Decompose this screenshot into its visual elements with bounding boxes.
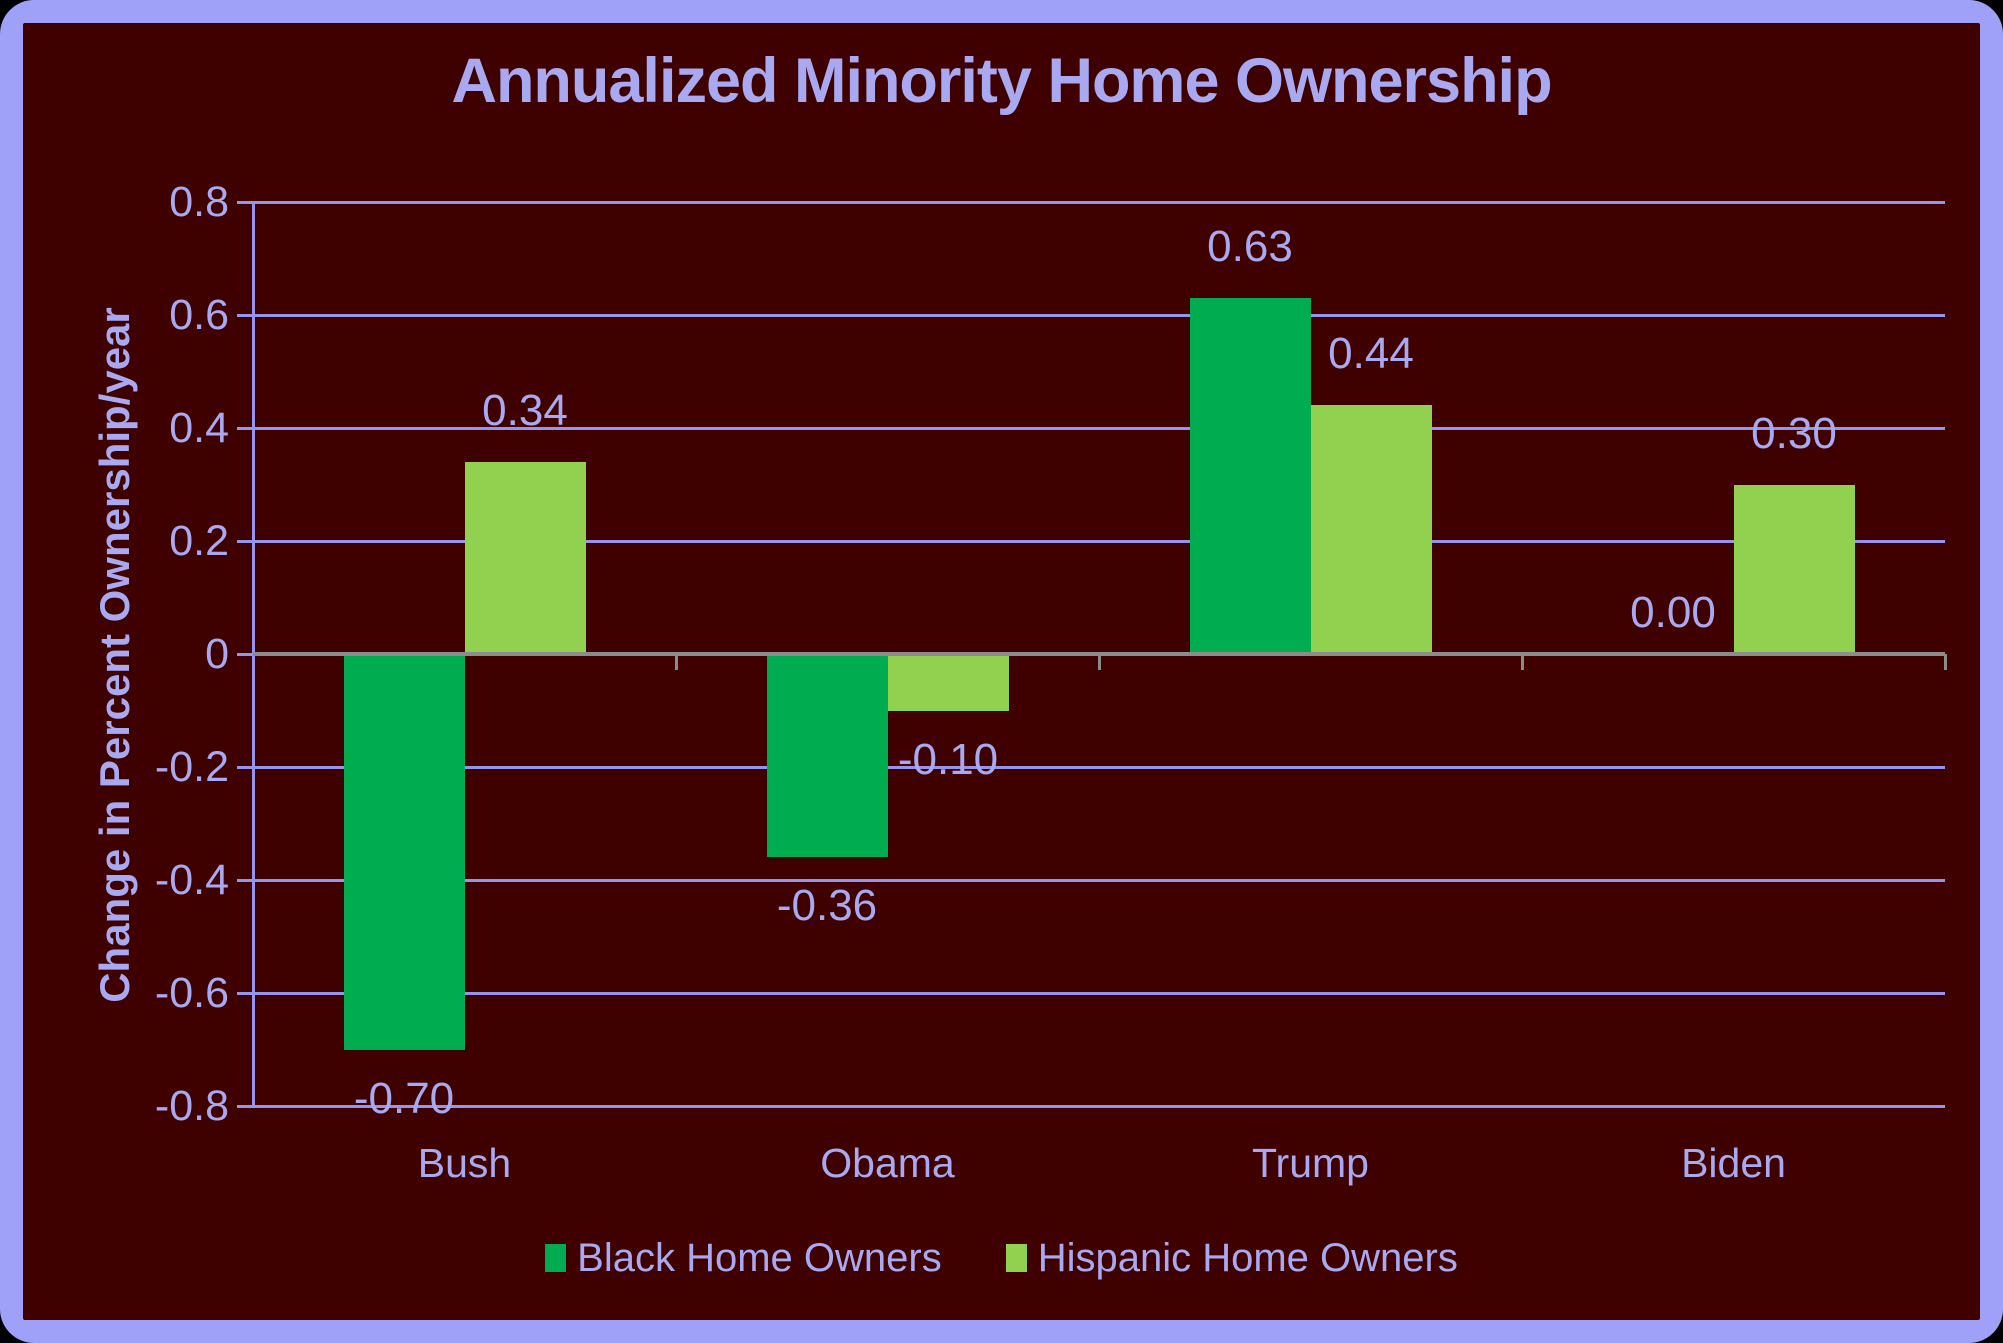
bar-label-trump-black: 0.63 — [1207, 222, 1293, 272]
y-tick-label--0.6: -0.6 — [154, 969, 229, 1017]
gridline-0.2 — [253, 539, 1945, 543]
bar-label-bush-black: -0.70 — [353, 1073, 455, 1123]
y-tick-label-0.4: 0.4 — [169, 404, 229, 452]
category-axis-tick-3 — [1520, 654, 1524, 670]
y-tick-label--0.4: -0.4 — [154, 856, 229, 904]
y-axis-tick-0.6 — [237, 313, 253, 317]
bar-bush-black — [343, 654, 465, 1050]
legend-label-black-home-owners: Black Home Owners — [577, 1236, 942, 1280]
y-tick-label-0.8: 0.8 — [169, 178, 229, 226]
bar-biden-hispanic — [1733, 484, 1855, 654]
gridline-0.4 — [253, 426, 1945, 430]
category-label-trump: Trump — [1252, 1140, 1369, 1186]
legend: Black Home Owners Hispanic Home Owners — [23, 1235, 1980, 1281]
category-label-biden: Biden — [1681, 1140, 1786, 1186]
y-axis-tick--0.8 — [237, 1104, 253, 1108]
category-axis-tick-2 — [1097, 654, 1101, 670]
bar-trump-black — [1189, 298, 1311, 654]
gridline--0.6 — [253, 991, 1945, 995]
bar-label-obama-black: -0.36 — [776, 881, 878, 931]
y-tick-label--0.2: -0.2 — [154, 743, 229, 791]
legend-item-hispanic-home-owners: Hispanic Home Owners — [1005, 1235, 1458, 1281]
bar-label-biden-black: 0.00 — [1630, 588, 1716, 637]
y-tick-label--0.8: -0.8 — [154, 1082, 229, 1130]
bar-bush-hispanic — [464, 461, 586, 654]
chart-title: Annualized Minority Home Ownership — [451, 46, 1552, 116]
legend-label-hispanic-home-owners: Hispanic Home Owners — [1037, 1236, 1458, 1280]
plot-area: 0.8 0.6 0.4 0.2 0 -0.2 -0.4 -0.6 -0.8 -0.70 0.34 Bu… — [23, 23, 1980, 1320]
bar-trump-hispanic — [1310, 405, 1432, 654]
y-tick-label-0.6: 0.6 — [169, 291, 229, 339]
category-label-bush: Bush — [417, 1140, 512, 1186]
y-axis-tick-0.8 — [237, 200, 253, 204]
y-tick-label-0: 0 — [205, 630, 229, 678]
chart-canvas: Annualized Minority Home Ownership Chang… — [23, 23, 1980, 1320]
gridline--0.8 — [253, 1104, 1945, 1108]
legend-item-black-home-owners: Black Home Owners — [545, 1235, 942, 1281]
y-axis-tick--0.4 — [237, 878, 253, 882]
gridline--0.2 — [253, 765, 1945, 769]
y-axis-tick--0.2 — [237, 765, 253, 769]
bar-obama-hispanic — [887, 654, 1009, 711]
bar-label-bush-hispanic: 0.34 — [482, 385, 568, 435]
y-tick-label-0.2: 0.2 — [169, 517, 229, 565]
category-axis-tick-1 — [674, 654, 678, 670]
y-axis-tick-0 — [237, 652, 253, 656]
bar-label-obama-hispanic: -0.10 — [897, 734, 999, 784]
legend-marker-hispanic-home-owners-icon — [1005, 1244, 1027, 1272]
bar-label-trump-hispanic: 0.44 — [1328, 329, 1414, 379]
gridline--0.4 — [253, 878, 1945, 882]
category-label-obama: Obama — [820, 1140, 955, 1186]
legend-marker-black-home-owners-icon — [545, 1244, 567, 1272]
y-axis-tick-0.4 — [237, 426, 253, 430]
y-axis-tick-0.2 — [237, 539, 253, 543]
category-axis-tick-4 — [1943, 654, 1947, 670]
gridline-0.6 — [253, 313, 1945, 317]
bar-label-biden-hispanic: 0.30 — [1751, 408, 1837, 458]
y-axis-tick--0.6 — [237, 991, 253, 995]
bar-obama-black — [766, 654, 888, 858]
category-axis-line — [253, 652, 1945, 656]
gridline-0.8 — [253, 200, 1945, 204]
